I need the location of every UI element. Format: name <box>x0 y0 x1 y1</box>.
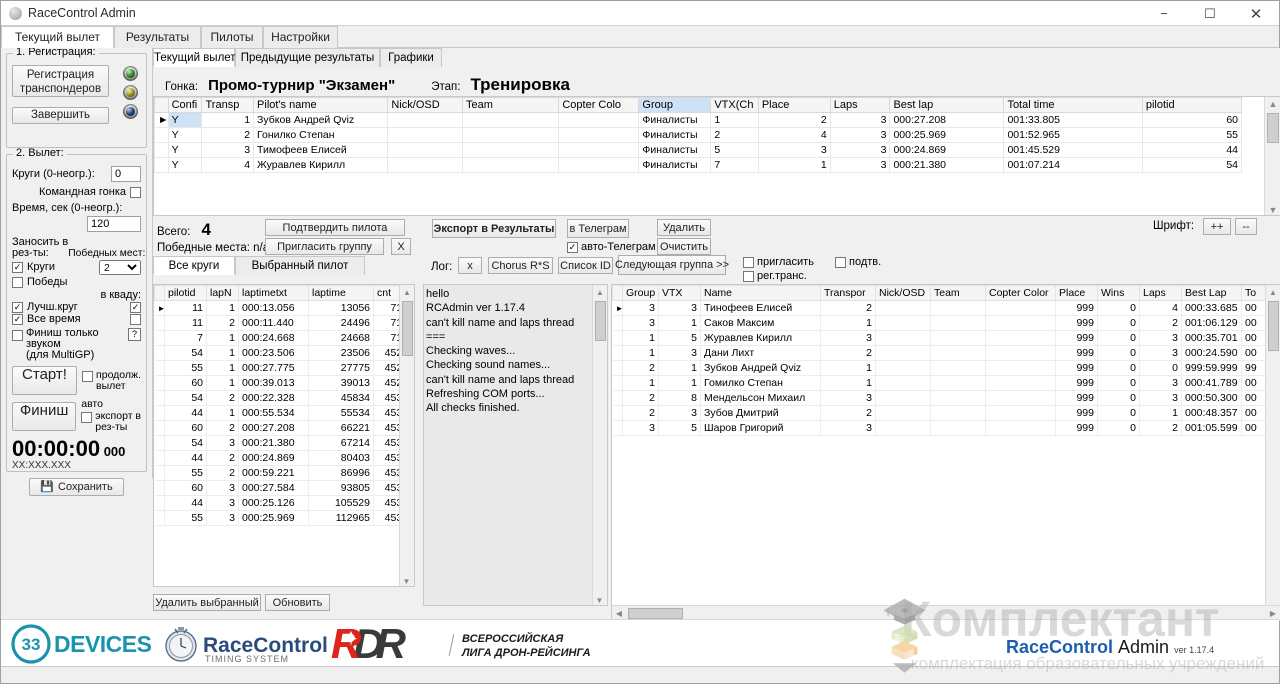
svg-text:TIMING SYSTEM: TIMING SYSTEM <box>205 654 289 664</box>
svg-text:33: 33 <box>22 635 41 654</box>
svg-text:DEVICES: DEVICES <box>54 631 151 657</box>
